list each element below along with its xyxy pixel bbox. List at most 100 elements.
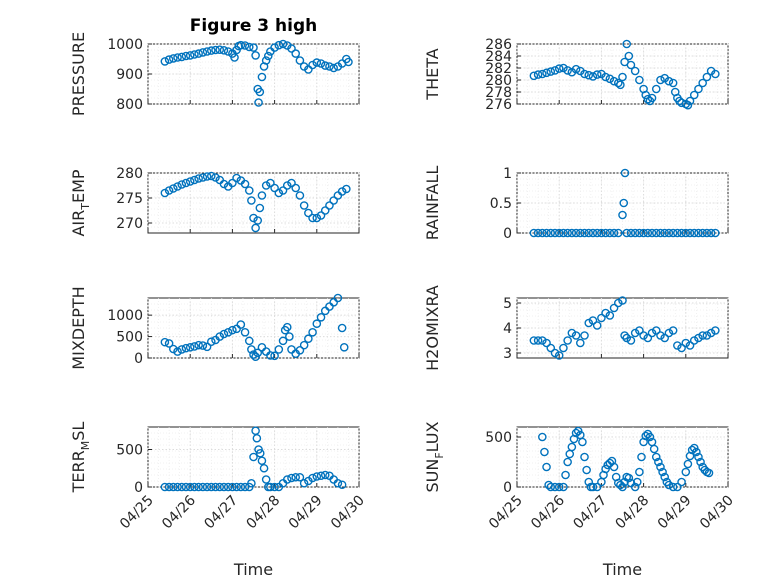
data-point bbox=[198, 482, 208, 492]
data-point bbox=[683, 100, 693, 110]
data-point bbox=[677, 228, 686, 238]
data-point bbox=[609, 462, 619, 472]
data-point bbox=[584, 228, 594, 238]
subplot-7: 0 500 04/25 04/26 04/27 04/28 04/29 04/30 TERRMS… bbox=[69, 422, 368, 579]
data-point bbox=[190, 482, 199, 492]
y-axis-label: AIRTEMP bbox=[69, 169, 92, 236]
data-point bbox=[571, 64, 581, 74]
data-point bbox=[540, 447, 549, 457]
data-point bbox=[308, 60, 317, 70]
data-point bbox=[656, 228, 665, 238]
data-point bbox=[202, 482, 212, 492]
x-tick-label: 04/28 bbox=[613, 493, 653, 533]
data-point bbox=[567, 328, 577, 338]
x-tick-label: 04/25 bbox=[486, 493, 526, 533]
data-point bbox=[257, 456, 267, 466]
data-point bbox=[206, 46, 216, 55]
data-point bbox=[190, 50, 199, 59]
data-point bbox=[685, 228, 695, 238]
data-point bbox=[639, 331, 648, 340]
data-point bbox=[580, 228, 589, 238]
data-point bbox=[656, 331, 665, 340]
data-point bbox=[316, 312, 326, 322]
data-point bbox=[546, 343, 556, 353]
y-axis-label: TERRMSL bbox=[69, 422, 92, 494]
y-tick-label: 276 bbox=[485, 97, 512, 113]
data-point bbox=[215, 45, 225, 55]
data-point bbox=[240, 179, 250, 189]
y-tick-label: 0 bbox=[134, 480, 143, 496]
data-point bbox=[618, 482, 627, 492]
y-tick-label: 500 bbox=[116, 330, 143, 346]
data-point bbox=[228, 482, 237, 492]
data-point bbox=[609, 76, 619, 86]
data-point bbox=[211, 45, 220, 55]
y-tick-label: 1000 bbox=[107, 37, 143, 53]
data-point bbox=[592, 482, 602, 492]
x-tick-label: 04/29 bbox=[286, 493, 326, 533]
data-point bbox=[337, 480, 347, 490]
data-point bbox=[683, 459, 693, 469]
data-point bbox=[605, 228, 615, 238]
data-point bbox=[711, 326, 720, 335]
data-point bbox=[601, 308, 610, 318]
data-point bbox=[649, 444, 659, 454]
data-point bbox=[563, 66, 572, 75]
data-point bbox=[219, 46, 229, 55]
data-point bbox=[244, 336, 254, 346]
data-point bbox=[169, 344, 178, 354]
data-point bbox=[567, 228, 577, 238]
data-point bbox=[626, 228, 636, 238]
data-point bbox=[668, 228, 678, 238]
data-point bbox=[249, 213, 258, 223]
data-point bbox=[261, 56, 271, 65]
data-point bbox=[619, 198, 629, 208]
data-point bbox=[169, 54, 178, 63]
data-point bbox=[255, 87, 265, 97]
data-point bbox=[542, 228, 551, 238]
data-point bbox=[647, 328, 657, 338]
data-point bbox=[247, 196, 256, 205]
data-point bbox=[278, 336, 288, 346]
x-axis-label: Time bbox=[233, 560, 273, 579]
y-tick-label: 270 bbox=[116, 216, 143, 232]
y-tick-label: 4 bbox=[503, 321, 512, 337]
data-point bbox=[287, 178, 296, 188]
data-point bbox=[194, 49, 203, 58]
data-point bbox=[533, 228, 543, 238]
data-point bbox=[643, 94, 653, 104]
data-point bbox=[656, 75, 665, 85]
data-point bbox=[160, 188, 170, 198]
data-point bbox=[571, 428, 581, 438]
data-point bbox=[164, 186, 174, 195]
data-point bbox=[320, 206, 330, 215]
data-point bbox=[597, 228, 606, 238]
data-point bbox=[673, 228, 682, 238]
data-point bbox=[160, 57, 170, 66]
data-point bbox=[240, 327, 250, 337]
data-point bbox=[198, 341, 208, 350]
data-point bbox=[641, 431, 651, 441]
data-point bbox=[316, 59, 326, 68]
y-axis-label: THETA bbox=[423, 48, 442, 100]
data-point bbox=[626, 60, 636, 70]
data-point bbox=[664, 328, 674, 338]
data-point bbox=[668, 482, 678, 492]
data-point bbox=[291, 183, 301, 193]
data-point bbox=[185, 177, 195, 186]
data-point bbox=[312, 319, 322, 329]
data-point bbox=[567, 442, 577, 452]
data-point bbox=[316, 211, 326, 220]
data-point bbox=[160, 482, 170, 492]
data-point bbox=[630, 228, 640, 238]
data-point bbox=[660, 333, 670, 343]
data-point bbox=[618, 296, 627, 305]
data-point bbox=[618, 210, 627, 220]
data-point bbox=[228, 325, 237, 335]
data-point bbox=[198, 48, 208, 57]
x-tick-label: 04/30 bbox=[328, 493, 368, 533]
data-point bbox=[259, 463, 269, 473]
data-point bbox=[559, 228, 568, 238]
data-point bbox=[190, 342, 199, 351]
subplot-6: 3 4 5 H2OMIXRA bbox=[423, 285, 729, 371]
